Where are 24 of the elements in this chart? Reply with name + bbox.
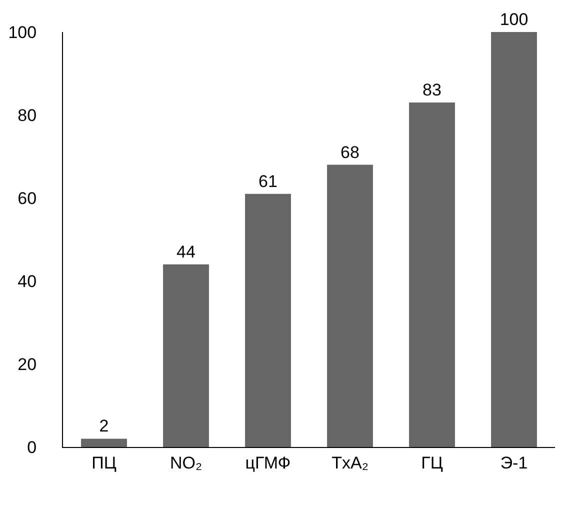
bar bbox=[327, 164, 373, 447]
data-label: 100 bbox=[500, 10, 528, 29]
data-label: 68 bbox=[340, 142, 360, 162]
data-label: 83 bbox=[422, 80, 442, 100]
y-tick-label: 20 bbox=[18, 354, 37, 374]
x-tick-label: ПЦ bbox=[92, 453, 117, 472]
y-tick-label: 100 bbox=[8, 22, 37, 42]
x-tick-label: NO₂ bbox=[170, 453, 202, 472]
y-tick-label: 40 bbox=[18, 272, 37, 291]
y-tick-label: 60 bbox=[18, 188, 37, 208]
bar bbox=[163, 264, 209, 447]
bar bbox=[245, 194, 291, 447]
bar bbox=[409, 102, 455, 447]
x-tick-label: ГЦ bbox=[421, 453, 444, 472]
bar bbox=[491, 32, 537, 447]
y-tick-label: 80 bbox=[18, 106, 37, 125]
x-tick-label: цГМФ bbox=[245, 453, 291, 472]
x-tick-label: Э-1 bbox=[500, 453, 528, 472]
y-tick-label: 0 bbox=[27, 438, 37, 457]
data-label: 61 bbox=[258, 172, 278, 191]
x-tick-label: TxA₂ bbox=[332, 453, 368, 472]
data-label: 2 bbox=[99, 416, 109, 436]
bar bbox=[81, 438, 127, 447]
data-label: 44 bbox=[176, 242, 196, 262]
